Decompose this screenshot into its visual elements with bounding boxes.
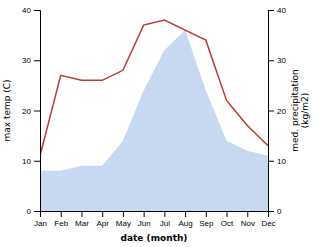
tick: 20 — [22, 107, 40, 116]
tick-label: Dec — [261, 219, 275, 228]
y-axis: 0 10 20 30 40 — [22, 6, 40, 216]
tick: Aug — [178, 211, 192, 228]
tick-label: Mar — [75, 219, 89, 228]
tick-mark — [34, 211, 40, 212]
tick-label: 20 — [277, 107, 286, 116]
tick-label: Feb — [54, 219, 68, 228]
tick-label: 40 — [277, 6, 286, 15]
y-axis-title: max temp (C) — [2, 79, 12, 141]
tick-mark — [164, 211, 165, 217]
tick-label: Sep — [199, 219, 214, 228]
y2-axis-title: med. precipitation(kg/m2) — [290, 69, 310, 151]
tick: Mar — [75, 211, 89, 228]
tick: 0 — [27, 207, 40, 216]
tick-mark — [268, 211, 274, 212]
tick-label: 20 — [22, 107, 31, 116]
tick-mark — [206, 211, 207, 217]
temperature-line — [40, 20, 268, 156]
tick-label: 0 — [27, 207, 32, 216]
tick: 10 — [268, 157, 286, 166]
precipitation-area — [40, 30, 268, 211]
tick-label: 30 — [22, 56, 31, 65]
tick: Jul — [160, 211, 170, 228]
tick-mark — [268, 111, 274, 112]
x-axis: Jan Feb Mar Apr May Jun Jul Aug Sep Oct Nov Dec — [34, 211, 276, 228]
tick: 40 — [22, 6, 40, 15]
tick-label: Oct — [221, 219, 234, 228]
tick-label: Jul — [160, 219, 170, 228]
tick-mark — [61, 211, 62, 217]
axis-domain — [269, 11, 275, 212]
tick-mark — [81, 211, 82, 217]
tick-label: May — [116, 219, 131, 228]
plot: JanFebMarAprMayJunJulAugSepOctNovDec0102… — [22, 6, 286, 228]
tick-mark — [227, 211, 228, 217]
tick-label: Jan — [34, 219, 47, 228]
tick: Dec — [261, 211, 275, 228]
tick-mark — [102, 211, 103, 217]
tick: 40 — [268, 6, 286, 15]
tick-mark — [268, 161, 274, 162]
y2-axis-title-line: (kg/m2) — [300, 93, 310, 128]
tick-mark — [34, 111, 40, 112]
tick-mark — [34, 10, 40, 11]
tick-label: 40 — [22, 6, 31, 15]
tick-mark — [185, 211, 186, 217]
tick-label: Jun — [138, 219, 151, 228]
axis-domain — [41, 212, 269, 218]
tick-label: 10 — [277, 157, 286, 166]
tick: Apr — [96, 211, 109, 228]
tick: May — [116, 211, 131, 228]
y2-axis-title-line: med. precipitation — [290, 69, 300, 151]
tick-mark — [123, 211, 124, 217]
tick-mark — [34, 60, 40, 61]
tick-label: 10 — [22, 157, 31, 166]
tick: Feb — [54, 211, 68, 228]
tick: 30 — [268, 56, 286, 65]
tick-label: Aug — [178, 219, 192, 228]
x-axis-title: date (month) — [121, 233, 188, 243]
tick-mark — [144, 211, 145, 217]
tick-label: Nov — [241, 219, 255, 228]
tick: Oct — [221, 211, 234, 228]
tick-mark — [268, 60, 274, 61]
tick-label: 30 — [277, 56, 286, 65]
tick: 20 — [268, 107, 286, 116]
tick: Jan — [34, 211, 47, 228]
chart: JanFebMarAprMayJunJulAugSepOctNovDec0102… — [0, 0, 318, 247]
axis-domain — [34, 11, 41, 212]
tick: 0 — [268, 207, 282, 216]
tick-label: 0 — [277, 207, 282, 216]
tick: Jun — [138, 211, 151, 228]
tick: 10 — [22, 157, 40, 166]
y2-axis: 0 10 20 30 40 — [268, 6, 286, 216]
tick-label: Apr — [96, 219, 109, 228]
tick: Nov — [241, 211, 255, 228]
tick: Sep — [199, 211, 214, 228]
marks — [40, 20, 268, 211]
tick-mark — [268, 10, 274, 11]
tick-mark — [247, 211, 248, 217]
tick: 30 — [22, 56, 40, 65]
tick-mark — [34, 161, 40, 162]
